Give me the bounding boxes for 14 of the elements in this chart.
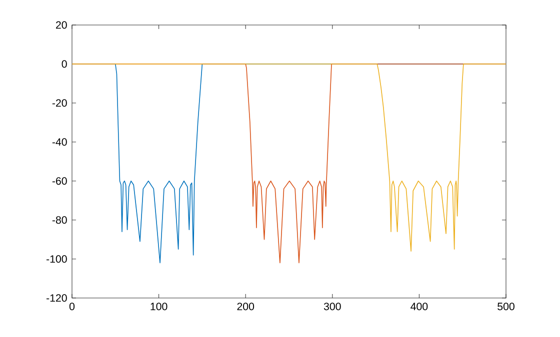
y-tick-label: -40 bbox=[52, 138, 67, 146]
x-tick-label: 200 bbox=[237, 302, 254, 310]
y-tick-label: -100 bbox=[46, 255, 67, 263]
x-tick-label: 300 bbox=[324, 302, 341, 310]
y-tick-label: -120 bbox=[46, 294, 67, 302]
y-tick-label: -60 bbox=[52, 177, 67, 185]
x-tick-label: 100 bbox=[150, 302, 168, 310]
y-tick-label: 0 bbox=[62, 60, 67, 68]
y-tick-label: -80 bbox=[52, 216, 67, 224]
y-tick-label: -20 bbox=[52, 99, 67, 107]
x-tick-label: 0 bbox=[69, 302, 75, 310]
x-tick-label: 400 bbox=[410, 302, 428, 310]
y-tick-label: 20 bbox=[56, 21, 67, 29]
x-tick-label: 500 bbox=[498, 302, 514, 310]
